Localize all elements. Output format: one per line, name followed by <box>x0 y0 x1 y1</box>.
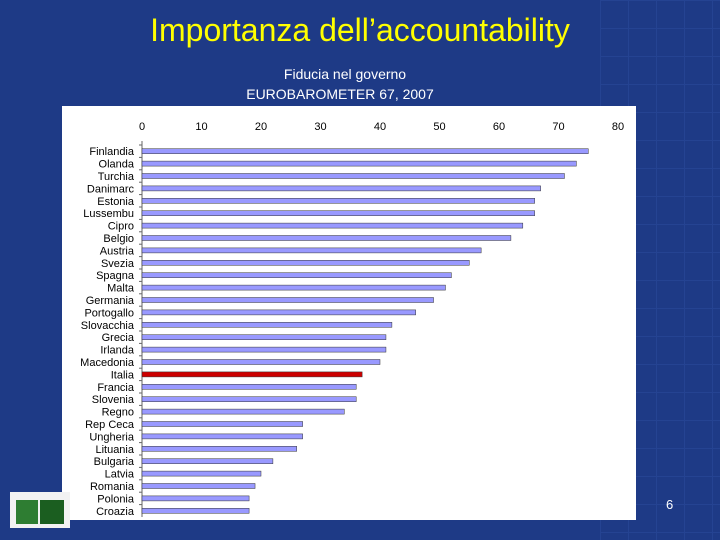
page-number: 6 <box>666 497 674 512</box>
category-label: Danimarc <box>87 183 135 195</box>
bar <box>141 173 565 179</box>
category-label: Irlanda <box>100 345 135 357</box>
bar <box>141 160 577 167</box>
x-tick-label: 60 <box>493 121 505 133</box>
bar <box>141 508 250 514</box>
category-label: Romania <box>90 481 135 493</box>
category-label: Regno <box>102 407 134 419</box>
bar-chart: 0 10 20 30 40 50 60 70 80 FinlandiaOlandaTurchiaD… <box>80 121 624 518</box>
category-label: Rep Ceca <box>85 419 135 431</box>
x-tick-label: 50 <box>433 121 445 133</box>
bar <box>141 297 434 303</box>
bar <box>141 148 589 154</box>
bar <box>141 458 274 464</box>
bar <box>141 470 262 477</box>
category-label: Germania <box>86 295 135 307</box>
category-label: Ungheria <box>89 431 135 443</box>
university-logo <box>10 492 70 528</box>
bar <box>141 483 256 489</box>
bar <box>141 433 303 440</box>
bar <box>141 334 387 340</box>
bar <box>141 408 345 415</box>
bar <box>141 185 541 192</box>
chart-panel: 0 10 20 30 40 50 60 70 80 Finlandia Olanda Turchia D… <box>62 106 636 520</box>
category-label: Spagna <box>96 270 135 282</box>
bar <box>141 210 535 216</box>
bar <box>141 421 303 427</box>
x-tick-label: 40 <box>374 121 386 133</box>
category-label: Slovacchia <box>81 320 135 332</box>
bar <box>141 260 470 266</box>
logo-u-shape <box>16 500 38 524</box>
bar <box>141 222 524 229</box>
slide-title: Importanza dell’accountability <box>150 12 570 48</box>
x-tick-label: 30 <box>314 121 326 133</box>
category-label: Finlandia <box>89 146 135 158</box>
x-tick-label: 0 <box>139 121 145 133</box>
x-tick-label: 80 <box>612 121 624 133</box>
category-label: Portogallo <box>84 307 134 319</box>
bar <box>141 446 297 452</box>
bar <box>141 359 381 365</box>
bar <box>141 247 482 254</box>
x-tick-label: 20 <box>255 121 267 133</box>
bar <box>141 322 393 328</box>
category-label: Lituania <box>95 444 134 456</box>
bar <box>141 495 250 502</box>
x-tick-label: 10 <box>195 121 207 133</box>
bar <box>141 346 387 353</box>
category-label: Cipro <box>108 221 134 233</box>
bar <box>141 396 357 402</box>
category-label: Macedonia <box>80 357 135 369</box>
category-label: Croazia <box>96 506 135 518</box>
bar <box>141 309 416 316</box>
bar <box>141 384 357 390</box>
bar <box>141 371 363 378</box>
bar <box>141 235 512 241</box>
category-label: Bulgaria <box>94 456 135 468</box>
bar <box>141 284 446 291</box>
logo-t-shape <box>40 500 64 524</box>
category-label: Svezia <box>101 258 135 270</box>
category-label: Belgio <box>103 233 134 245</box>
chart-source: EUROBAROMETER 67, 2007 <box>246 86 434 102</box>
category-label: Latvia <box>105 469 135 481</box>
category-label: Turchia <box>98 171 135 183</box>
category-label: Slovenia <box>92 394 135 406</box>
chart-subtitle: Fiducia nel governo <box>283 66 407 82</box>
bar <box>141 198 535 204</box>
category-label: Estonia <box>97 196 135 208</box>
category-label: Polonia <box>97 493 135 505</box>
category-label: Italia <box>111 369 135 381</box>
category-label: Francia <box>97 382 135 394</box>
category-label: Grecia <box>102 332 135 344</box>
bar <box>141 272 452 278</box>
category-label: Austria <box>100 245 135 257</box>
x-tick-label: 70 <box>552 121 564 133</box>
category-label: Olanda <box>99 159 135 171</box>
category-label: Lussembu <box>83 208 134 220</box>
category-label: Malta <box>107 283 135 295</box>
